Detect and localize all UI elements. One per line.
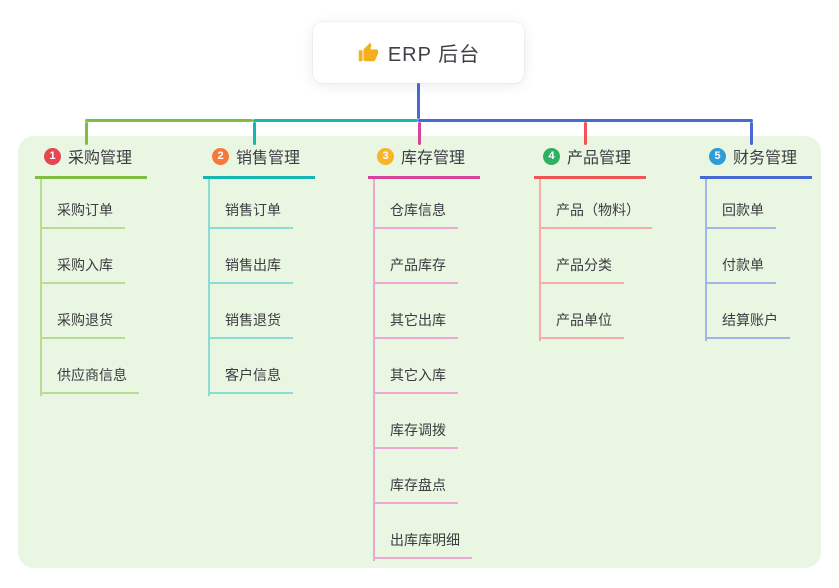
branch-3-spine-line xyxy=(373,179,375,561)
branch-4-child-node[interactable]: 产品分类 xyxy=(539,255,624,284)
branch-1-drop-line xyxy=(85,122,88,145)
branch-3-child-node[interactable]: 库存盘点 xyxy=(373,475,458,504)
branch-node-3[interactable]: 3 库存管理 xyxy=(368,144,481,179)
branch-node-4[interactable]: 4 产品管理 xyxy=(534,144,647,179)
root-connector-line xyxy=(417,83,420,119)
branch-2-label: 销售管理 xyxy=(236,150,301,167)
branch-2-child-node[interactable]: 客户信息 xyxy=(208,365,293,394)
branch-1-child-node[interactable]: 采购入库 xyxy=(40,255,125,284)
branch-4-spine-line xyxy=(539,179,541,341)
branch-3-child-node[interactable]: 其它出库 xyxy=(373,310,458,339)
branch-4-child-node[interactable]: 产品单位 xyxy=(539,310,624,339)
branch-5-drop-line xyxy=(750,122,753,145)
thumbs-up-icon xyxy=(358,42,378,61)
bus-segment-2 xyxy=(253,119,418,122)
branch-5-child-node[interactable]: 付款单 xyxy=(705,255,776,284)
branch-5-label: 财务管理 xyxy=(733,150,798,167)
branch-3-label: 库存管理 xyxy=(401,150,466,167)
branch-3-child-node[interactable]: 其它入库 xyxy=(373,365,458,394)
branch-4-child-node[interactable]: 产品（物料） xyxy=(539,200,652,229)
branch-3-drop-line xyxy=(418,122,421,145)
branch-5-spine-line xyxy=(705,179,707,341)
branch-5-child-node[interactable]: 回款单 xyxy=(705,200,776,229)
branch-2-child-node[interactable]: 销售出库 xyxy=(208,255,293,284)
root-node[interactable]: ERP 后台 xyxy=(313,22,524,83)
branch-5-number-badge: 5 xyxy=(709,147,726,165)
branch-2-number-badge: 2 xyxy=(212,147,229,165)
branch-node-1[interactable]: 1 采购管理 xyxy=(35,144,148,179)
branch-node-2[interactable]: 2 销售管理 xyxy=(203,144,316,179)
branches-panel xyxy=(18,136,821,568)
branch-1-child-node[interactable]: 供应商信息 xyxy=(40,365,139,394)
branch-3-number-badge: 3 xyxy=(377,147,394,165)
branch-1-child-node[interactable]: 采购订单 xyxy=(40,200,125,229)
branch-2-spine-line xyxy=(208,179,210,396)
branch-3-child-node[interactable]: 出库库明细 xyxy=(373,530,472,559)
branch-1-number-badge: 1 xyxy=(44,147,61,165)
branch-1-spine-line xyxy=(40,179,42,396)
branch-2-child-node[interactable]: 销售订单 xyxy=(208,200,293,229)
branch-2-child-node[interactable]: 销售退货 xyxy=(208,310,293,339)
branch-3-child-node[interactable]: 仓库信息 xyxy=(373,200,458,229)
bus-segment-1 xyxy=(85,119,253,122)
branch-5-child-node[interactable]: 结算账户 xyxy=(705,310,790,339)
branch-4-drop-line xyxy=(584,122,587,145)
branch-4-number-badge: 4 xyxy=(543,147,560,165)
branch-4-label: 产品管理 xyxy=(567,150,632,167)
branch-1-label: 采购管理 xyxy=(68,150,133,167)
branch-2-drop-line xyxy=(253,122,256,145)
branch-3-child-node[interactable]: 库存调拨 xyxy=(373,420,458,449)
bus-segment-3 xyxy=(418,119,753,122)
branch-3-child-node[interactable]: 产品库存 xyxy=(373,255,458,284)
branch-node-5[interactable]: 5 财务管理 xyxy=(700,144,813,179)
root-node-label: ERP 后台 xyxy=(387,44,481,66)
branch-1-child-node[interactable]: 采购退货 xyxy=(40,310,125,339)
